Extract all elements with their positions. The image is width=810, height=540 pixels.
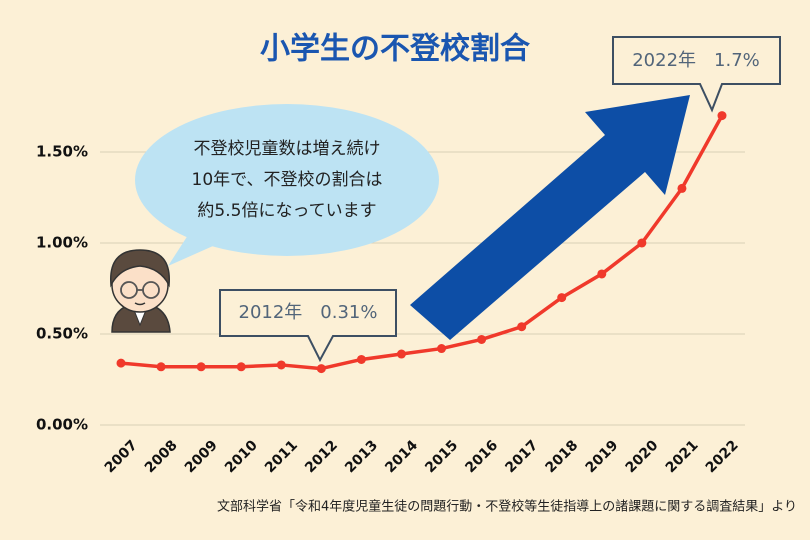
- point: [316, 364, 326, 374]
- callout-text: 2012年 0.31%: [239, 302, 378, 323]
- chart-title: 小学生の不登校割合: [260, 32, 530, 67]
- bubble-line: 不登校児童数は増え続け: [194, 139, 381, 159]
- bubble-line: 約5.5倍になっています: [197, 201, 376, 221]
- point: [557, 293, 567, 303]
- point: [597, 269, 607, 279]
- trend-arrow: [410, 95, 690, 340]
- point: [356, 354, 366, 364]
- kid-illustration: [110, 249, 171, 333]
- point: [116, 358, 126, 368]
- y-tick-label: 0.00%: [36, 416, 88, 434]
- point: [437, 344, 447, 354]
- point: [196, 362, 206, 372]
- line: [120, 114, 724, 371]
- point: [677, 183, 687, 193]
- point: [156, 362, 166, 372]
- point: [717, 111, 727, 121]
- callout-2012: 2012年 0.31%: [219, 289, 397, 363]
- point: [517, 322, 527, 332]
- y-tick-label: 0.50%: [36, 325, 88, 343]
- point: [396, 349, 406, 359]
- point: [637, 238, 647, 248]
- point: [236, 362, 246, 372]
- speech-bubble: 不登校児童数は増え続け 10年で、不登校の割合は 約5.5倍になっています: [135, 104, 439, 266]
- y-tick-label: 1.50%: [36, 143, 88, 161]
- bubble-line: 10年で、不登校の割合は: [192, 170, 383, 190]
- callout-text: 2022年 1.7%: [632, 50, 760, 71]
- point: [276, 360, 286, 370]
- point: [477, 334, 487, 344]
- source-note: 文部科学省「令和4年度児童生徒の問題行動・不登校等生徒指導上の諸課題に関する調査…: [217, 499, 797, 515]
- y-tick-label: 1.00%: [36, 234, 88, 252]
- callout-2022: 2022年 1.7%: [612, 36, 781, 113]
- plot: [116, 111, 727, 374]
